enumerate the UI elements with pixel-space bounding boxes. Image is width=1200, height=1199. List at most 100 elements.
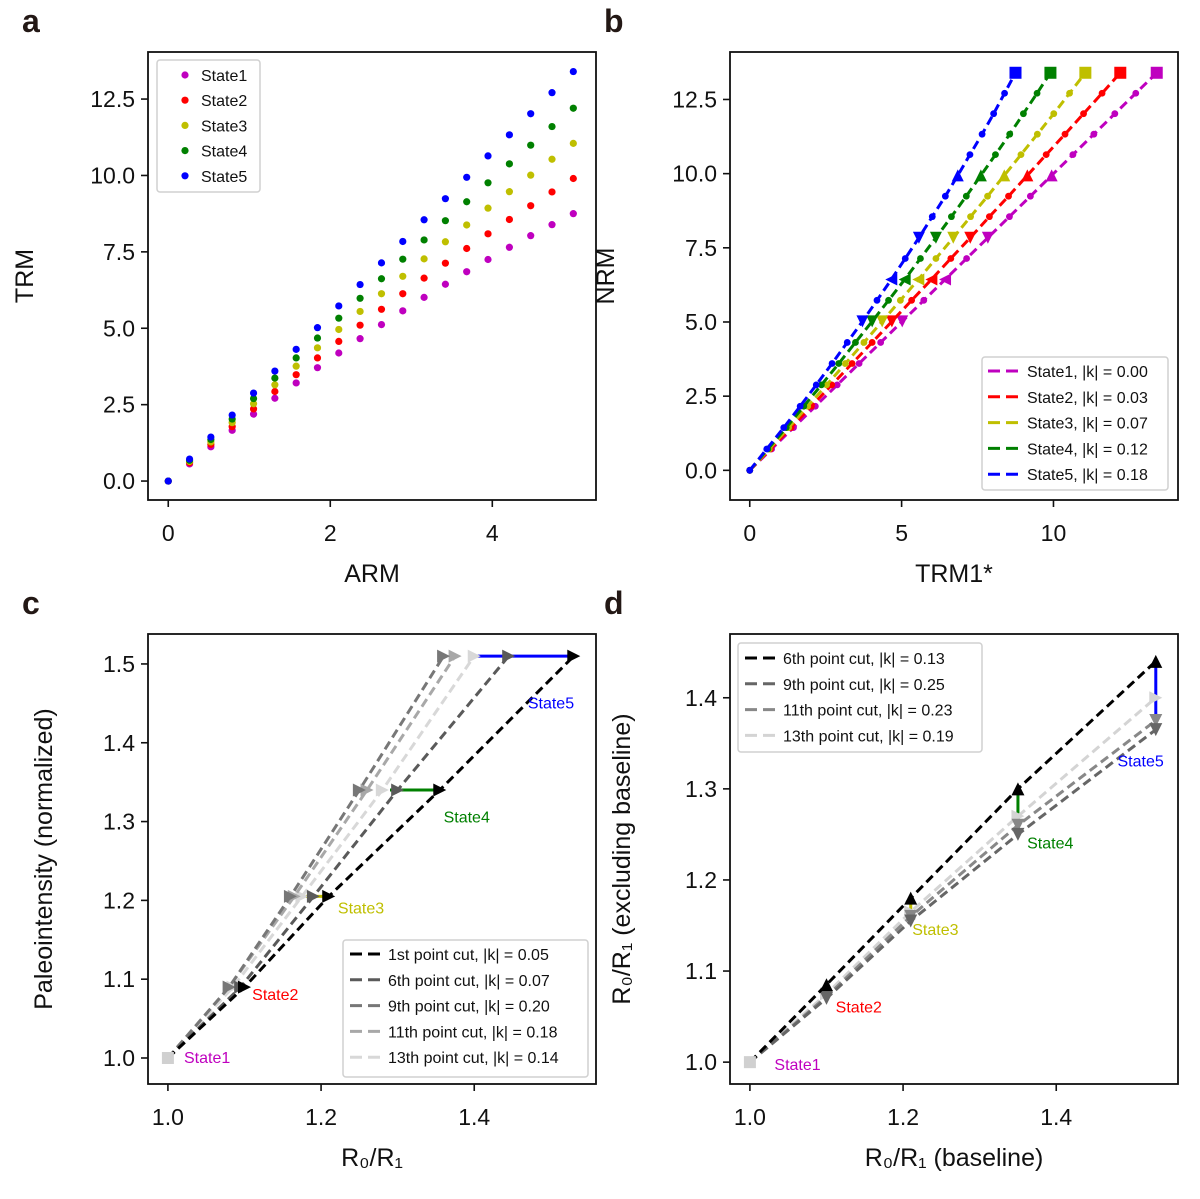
data-point (1021, 169, 1034, 182)
data-point (399, 272, 407, 280)
data-point (843, 339, 851, 346)
data-point (249, 405, 258, 413)
data-point (1044, 66, 1057, 79)
data-point (228, 411, 236, 419)
data-point (352, 783, 366, 797)
data-point (569, 104, 577, 112)
data-point (335, 349, 343, 357)
legend: State1, |k| = 0.00 State2, |k| = 0.03 Stat… (981, 356, 1169, 491)
data-point (819, 991, 833, 1005)
series-line (748, 71, 1158, 472)
data-point (313, 364, 322, 372)
data-point (1149, 723, 1163, 737)
data-point (885, 273, 898, 286)
x-tick-label: 1.0 (734, 1104, 766, 1130)
data-point (819, 978, 833, 992)
x-tick-label: 2 (324, 520, 337, 546)
legend: 6th point cut, |k| = 0.13 9th point cut, … (737, 642, 983, 753)
data-point (548, 155, 556, 163)
data-point (271, 374, 279, 382)
plot-area (743, 654, 1163, 1069)
data-point (1020, 110, 1027, 118)
data-point (1011, 818, 1025, 832)
legend-label: 13th point cut, |k| = 0.19 (783, 728, 954, 745)
data-point (1149, 691, 1163, 705)
state-annotation: State5 (528, 695, 574, 712)
data-point (856, 315, 869, 328)
data-point (967, 213, 974, 221)
data-point (1090, 130, 1098, 138)
data-point (505, 160, 513, 168)
data-point (1079, 66, 1092, 79)
data-point (441, 217, 449, 225)
data-point (249, 410, 258, 418)
legend-marker (181, 147, 189, 155)
data-point (1017, 151, 1025, 159)
y-axis-label: NRM (592, 248, 620, 305)
data-point (391, 783, 405, 797)
x-axis-label: R₀/R₁ (341, 1144, 403, 1172)
data-point (360, 783, 374, 797)
data-point (885, 296, 892, 304)
y-tick-label: 1.1 (685, 958, 717, 984)
data-point (941, 192, 949, 200)
state-annotation: State2 (252, 987, 298, 1004)
plot-area (164, 67, 577, 485)
series-line (748, 71, 1122, 472)
legend-marker (181, 121, 189, 129)
data-point (548, 188, 556, 196)
legend-label: State5 (201, 169, 247, 186)
data-point (1042, 151, 1050, 159)
data-point (925, 273, 938, 286)
legend: 1st point cut, |k| = 0.05 6th point cut, … (342, 939, 589, 1078)
data-point (1132, 89, 1140, 97)
data-point (505, 243, 513, 251)
axes-frame (729, 633, 1179, 1085)
x-tick-label: 1.2 (887, 1104, 919, 1130)
x-tick-label: 1.0 (152, 1104, 184, 1130)
data-point (433, 783, 447, 797)
legend-label: State2 (201, 93, 247, 110)
data-point (855, 360, 863, 367)
data-point (928, 213, 936, 221)
data-point (377, 275, 386, 283)
data-point (237, 980, 251, 994)
data-point (823, 381, 830, 389)
y-axis-label: Paleointensity (normalized) (30, 708, 58, 1010)
legend-label: 9th point cut, |k| = 0.20 (388, 999, 550, 1016)
data-point (207, 433, 215, 441)
data-point (929, 231, 942, 244)
series-line (748, 696, 1157, 1064)
data-point (860, 339, 868, 346)
data-point (1045, 169, 1058, 182)
data-point (920, 296, 928, 304)
data-point (271, 367, 279, 375)
x-axis-label: R₀/R₁ (baseline) (865, 1144, 1044, 1172)
data-point (780, 424, 788, 432)
y-tick-label: 0.0 (103, 468, 135, 494)
plot-area (161, 649, 581, 1064)
data-point (947, 255, 955, 262)
data-point (548, 221, 556, 229)
data-point (420, 293, 428, 301)
data-point (904, 914, 918, 928)
data-point (1011, 827, 1025, 841)
data-point (990, 110, 998, 118)
data-point (463, 268, 471, 276)
data-point (992, 151, 999, 159)
data-point (271, 387, 279, 396)
data-point (484, 255, 492, 264)
data-point (356, 335, 364, 343)
state-annotation: State1 (184, 1050, 230, 1067)
legend-label: State4, |k| = 0.12 (1027, 441, 1148, 458)
data-point (420, 255, 428, 263)
legend-label: 11th point cut, |k| = 0.18 (388, 1024, 558, 1041)
legend-label: 6th point cut, |k| = 0.07 (388, 973, 550, 990)
state-annotation: State4 (1027, 836, 1073, 853)
legend-box (156, 59, 261, 193)
data-point (885, 315, 898, 328)
data-point (292, 362, 300, 370)
state-annotation: State4 (444, 810, 490, 827)
data-point (912, 231, 925, 244)
